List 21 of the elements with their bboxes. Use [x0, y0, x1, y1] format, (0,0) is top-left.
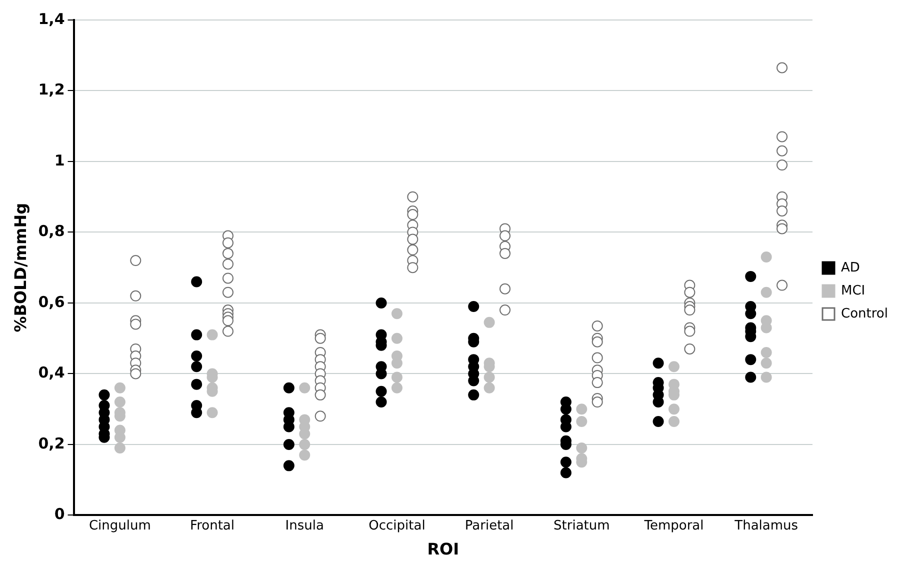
x-tick-label: Striatum: [554, 518, 610, 534]
x-tick-label: Insula: [285, 518, 324, 534]
y-tick-label: 0,2: [38, 434, 65, 452]
y-tick-label: 1,4: [38, 10, 65, 28]
y-tick-label: 0,6: [38, 292, 65, 311]
y-tick-label: 0,4: [38, 364, 65, 382]
x-tick-label: Cingulum: [88, 518, 151, 534]
y-axis-title: %BOLD/mmHg: [10, 202, 30, 332]
x-tick-label: Thalamus: [734, 518, 798, 534]
y-tick-label: 1,2: [38, 80, 65, 99]
y-tick-label: 0: [54, 505, 65, 524]
y-tick-label: 1: [54, 151, 65, 170]
y-tick-label: 0,8: [38, 222, 65, 240]
x-tick-label: Frontal: [190, 518, 235, 534]
x-axis-title: ROI: [427, 540, 460, 559]
x-tick-label: Occipital: [368, 518, 426, 534]
legend-label: Control: [841, 306, 888, 322]
legend-label: MCI: [841, 283, 866, 298]
x-tick-label: Parietal: [464, 518, 514, 534]
x-tick-label: Temporal: [643, 518, 704, 534]
legend-label: AD: [841, 260, 860, 276]
